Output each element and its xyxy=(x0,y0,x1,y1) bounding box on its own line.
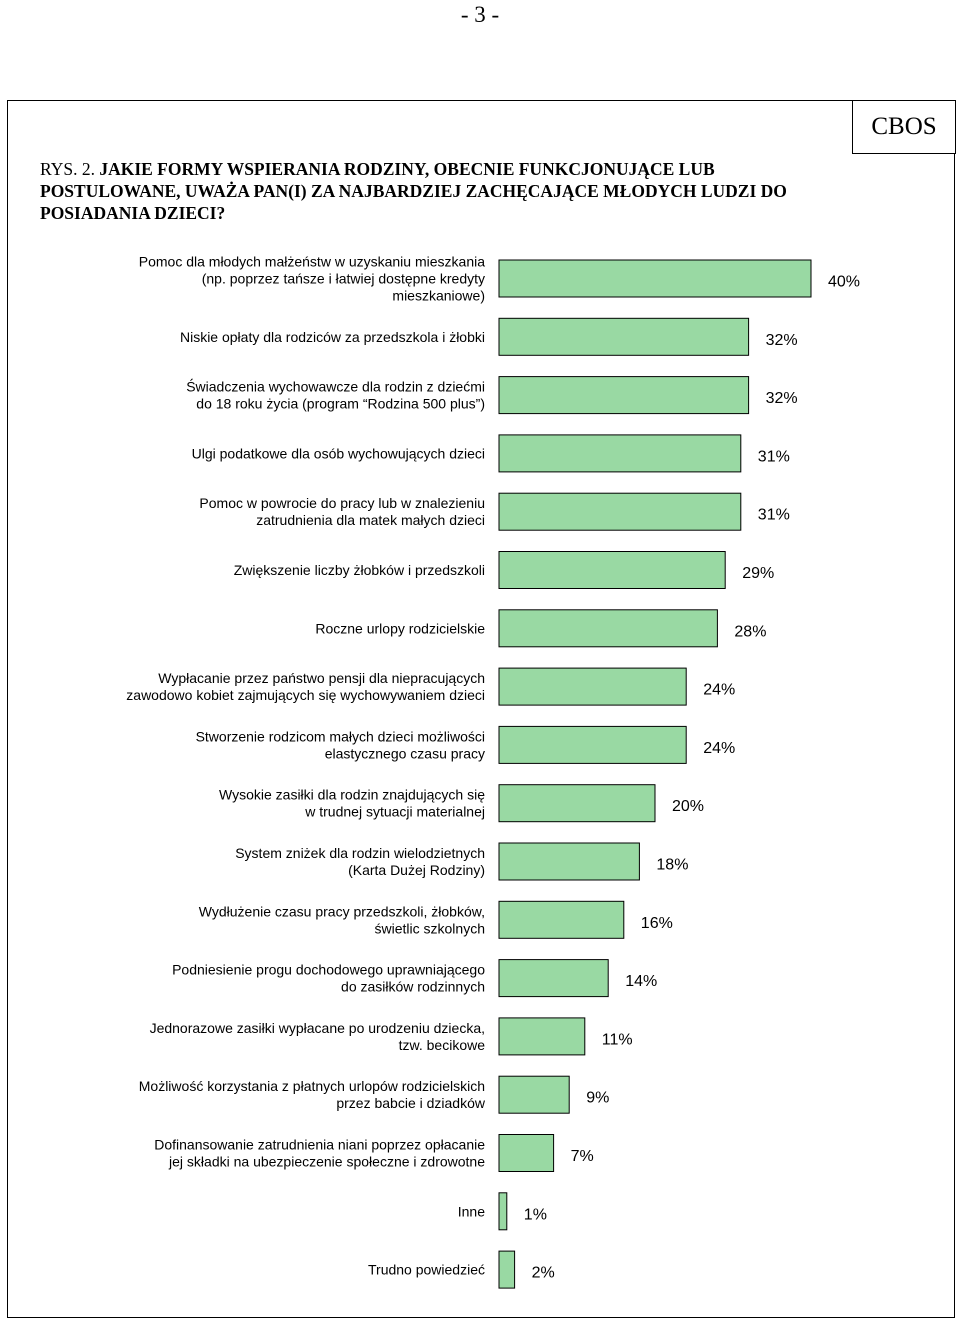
figure-prefix: RYS. 2. xyxy=(40,159,95,179)
source-badge: CBOS xyxy=(852,100,956,154)
figure-title-text: JAKIE FORMY WSPIERANIA RODZINY, OBECNIE … xyxy=(40,159,787,223)
figure-title: RYS. 2. JAKIE FORMY WSPIERANIA RODZINY, … xyxy=(40,158,840,224)
page-number: - 3 - xyxy=(460,2,500,27)
figure-frame xyxy=(7,100,955,1318)
